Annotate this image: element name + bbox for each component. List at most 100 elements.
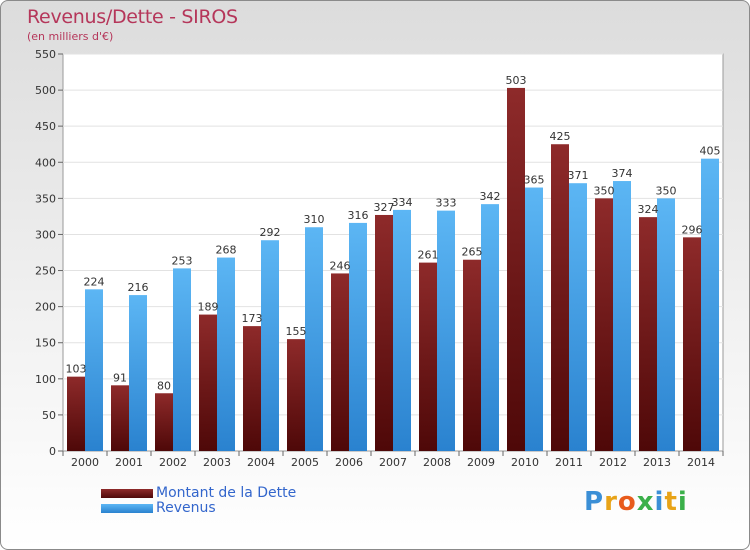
data-label: 327 <box>374 201 395 214</box>
revenue-bar <box>393 209 411 451</box>
data-label: 224 <box>84 275 105 288</box>
data-label: 292 <box>260 226 281 239</box>
x-tick-label: 2003 <box>203 456 231 469</box>
revenue-bar <box>525 187 543 451</box>
data-label: 350 <box>594 184 615 197</box>
data-label: 425 <box>550 130 571 143</box>
y-tick-label: 100 <box>35 373 56 386</box>
debt-bar <box>639 217 657 451</box>
data-label: 265 <box>462 246 483 259</box>
y-tick-label: 400 <box>35 156 56 169</box>
data-label: 216 <box>128 281 149 294</box>
data-label: 365 <box>524 174 545 187</box>
x-tick-label: 2014 <box>687 456 715 469</box>
data-label: 350 <box>656 184 677 197</box>
y-tick-label: 350 <box>35 192 56 205</box>
debt-bar <box>375 214 393 451</box>
logo-letter: t <box>664 487 678 517</box>
x-tick-label: 2012 <box>599 456 627 469</box>
data-label: 334 <box>392 196 413 209</box>
proxiti-logo: Proxiti <box>584 487 688 517</box>
logo-letter: r <box>604 487 618 517</box>
revenue-bar <box>657 198 675 451</box>
revenue-bar <box>481 204 499 451</box>
data-label: 405 <box>700 145 721 158</box>
y-tick-label: 150 <box>35 337 56 350</box>
logo-letter: x <box>636 487 655 517</box>
data-label: 103 <box>66 363 87 376</box>
y-axis: 0 50 100 150 200 250 300 350 400 450 500 550 <box>35 48 63 458</box>
debt-bar <box>595 198 613 451</box>
revenue-bar <box>349 222 367 451</box>
y-tick-label: 500 <box>35 84 56 97</box>
logo-letter: i <box>654 487 665 517</box>
x-tick-label: 2007 <box>379 456 407 469</box>
legend-label-revenue: Revenus <box>156 500 216 516</box>
chart-subtitle: (en milliers d'€) <box>27 30 114 43</box>
x-tick-label: 2010 <box>511 456 539 469</box>
revenue-bar <box>613 181 631 452</box>
data-label: 268 <box>216 244 237 257</box>
revenue-bar <box>569 183 587 452</box>
x-tick-label: 2008 <box>423 456 451 469</box>
debt-bar <box>331 273 349 451</box>
data-label: 261 <box>418 249 439 262</box>
y-tick-label: 450 <box>35 120 56 133</box>
debt-bar <box>287 339 305 451</box>
debt-bar <box>243 326 261 451</box>
data-label: 246 <box>330 259 351 272</box>
data-label: 342 <box>480 190 501 203</box>
data-label: 333 <box>436 197 457 210</box>
data-label: 253 <box>172 254 193 267</box>
data-label: 371 <box>568 169 589 182</box>
data-label: 80 <box>157 379 171 392</box>
y-tick-label: 200 <box>35 301 56 314</box>
legend-label-debt: Montant de la Dette <box>156 485 297 501</box>
y-tick-label: 300 <box>35 228 56 241</box>
data-label: 324 <box>638 203 659 216</box>
debt-bar <box>551 144 569 451</box>
x-tick-label: 2013 <box>643 456 671 469</box>
x-tick-label: 2001 <box>115 456 143 469</box>
revenue-bar <box>701 158 719 451</box>
debt-bar <box>155 393 173 451</box>
data-labels: 103 224 91 216 80 253 189 268 173 292 155 310 246 316… <box>66 74 721 392</box>
debt-bar <box>507 87 525 452</box>
data-label: 310 <box>304 213 325 226</box>
data-label: 189 <box>198 301 219 314</box>
revenue-bar <box>261 240 279 451</box>
data-label: 296 <box>682 223 703 236</box>
bars <box>67 87 719 452</box>
x-tick-label: 2009 <box>467 456 495 469</box>
x-tick-label: 2006 <box>335 456 363 469</box>
revenue-bar <box>173 268 191 451</box>
data-label: 503 <box>506 74 527 87</box>
legend-swatch-revenue <box>101 504 153 513</box>
data-label: 173 <box>242 312 263 325</box>
revenue-bar <box>85 289 103 451</box>
revenue-bar <box>217 257 235 451</box>
chart-title: Revenus/Dette - SIROS <box>27 6 238 28</box>
y-tick-label: 0 <box>49 445 56 458</box>
data-label: 155 <box>286 325 307 338</box>
data-label: 374 <box>612 167 633 180</box>
y-tick-label: 550 <box>35 48 56 61</box>
logo-letter: P <box>584 487 605 517</box>
x-axis: 2000 2001 2002 2003 2004 2005 2006 2007 2008 2009… <box>62 451 724 469</box>
debt-bar <box>111 385 129 451</box>
x-tick-label: 2005 <box>291 456 319 469</box>
revenue-bar <box>305 227 323 451</box>
data-label: 316 <box>348 209 369 222</box>
x-tick-label: 2011 <box>555 456 583 469</box>
debt-bar <box>419 262 437 451</box>
debt-bar <box>463 259 481 451</box>
legend-swatch-debt <box>101 489 153 498</box>
x-tick-label: 2000 <box>71 456 99 469</box>
debt-bar <box>199 314 217 451</box>
debt-bar <box>67 376 85 451</box>
logo-letter: o <box>617 487 637 517</box>
logo-letter: i <box>677 487 688 517</box>
data-label: 91 <box>113 371 127 384</box>
